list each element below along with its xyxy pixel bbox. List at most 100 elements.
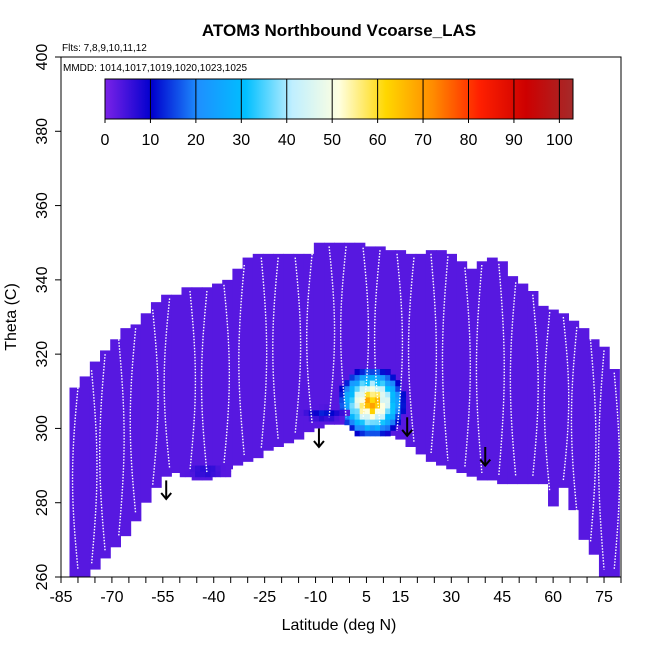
colorbar-tick-label-3: 30 xyxy=(232,132,250,149)
heatmap-column xyxy=(120,328,132,537)
y-axis: 260 280 300 320 340 360 380 400 xyxy=(34,44,62,591)
flight-track xyxy=(543,311,551,492)
down-arrow-icon xyxy=(160,480,172,501)
enhancement-cell-0 xyxy=(400,391,406,398)
heatmap-column xyxy=(415,253,427,455)
colorbar-ticks: 0 10 20 30 40 50 60 70 80 90 100 xyxy=(101,79,573,149)
enhancement-cell-1 xyxy=(215,465,222,472)
enhancement-cell-2 xyxy=(329,409,335,416)
enhancement-cell-0 xyxy=(380,385,386,392)
enhancement-cell-1 xyxy=(179,465,186,472)
enhancement-cell-0 xyxy=(364,396,371,403)
enhancement-cell-2 xyxy=(303,409,310,416)
enhancement-cell-0 xyxy=(359,385,366,392)
flight-track xyxy=(71,387,79,570)
enhancement-cell-0 xyxy=(390,413,396,420)
enhancement-cell-0 xyxy=(390,385,396,392)
enhancement-cell-0 xyxy=(400,402,406,409)
enhancement-cell-2 xyxy=(318,404,325,411)
enhancement-cell-0 xyxy=(380,380,386,387)
enhancement-cell-0 xyxy=(364,380,371,387)
enhancement-cell-2 xyxy=(344,409,350,416)
heatmap-column xyxy=(588,339,600,555)
heatmap-column xyxy=(537,305,549,485)
x-tick-label-6: 5 xyxy=(362,589,371,606)
heatmap-column xyxy=(283,253,295,444)
enhancement-cell-0 xyxy=(374,408,381,415)
enhancement-cell-2 xyxy=(318,409,325,416)
y-tick-label-0: 260 xyxy=(34,564,51,591)
heatmap-column xyxy=(79,376,91,577)
enhancement-cell-0 xyxy=(380,391,386,398)
heatmap-column xyxy=(436,250,447,466)
flight-tracks-layer xyxy=(71,246,621,570)
dates-note: MMDD: 1014,1017,1019,1020,1023,1025 xyxy=(63,63,247,74)
enhancement-cell-0 xyxy=(395,408,401,415)
enhancement-cell-0 xyxy=(339,391,345,398)
flight-track xyxy=(238,264,245,456)
enhancement-cell-0 xyxy=(354,369,361,376)
enhancement-cell-0 xyxy=(364,402,371,409)
enhancement-cell-0 xyxy=(369,374,376,381)
flight-track xyxy=(464,267,472,467)
heatmap-column xyxy=(334,242,345,425)
flight-track xyxy=(396,253,404,431)
colorbar-tick-label-4: 40 xyxy=(278,132,296,149)
enhancement-cell-0 xyxy=(349,396,356,403)
heatmap-column xyxy=(364,246,376,429)
enhancement-cell-1 xyxy=(210,471,216,478)
heatmap-column xyxy=(100,350,111,559)
enhancement-cell-0 xyxy=(369,391,376,398)
enhancement-cell-2 xyxy=(298,409,305,416)
heatmap-column xyxy=(598,346,610,577)
heatmap-column xyxy=(69,387,81,577)
x-tick-label-3: -40 xyxy=(202,589,225,606)
enhancement-cell-0 xyxy=(390,408,396,415)
enhancement-cell-0 xyxy=(344,391,350,398)
enhancement-cell-2 xyxy=(318,415,325,422)
x-tick-label-1: -70 xyxy=(100,589,123,606)
enhancement-cell-0 xyxy=(385,369,391,376)
heatmap-column xyxy=(222,279,233,470)
enhancement-cell-0 xyxy=(364,385,371,392)
enhancement-cell-0 xyxy=(385,374,391,381)
heatmap-column xyxy=(517,283,529,485)
enhancement-cell-0 xyxy=(374,374,381,381)
enhancement-cell-1 xyxy=(200,465,206,472)
enhancement-cell-0 xyxy=(374,413,381,420)
enhancement-cell-2 xyxy=(339,409,345,416)
enhancement-cell-2 xyxy=(303,415,310,422)
enhancement-cell-0 xyxy=(344,413,350,420)
heatmap-column xyxy=(293,253,305,440)
enhancement-cell-0 xyxy=(385,391,391,398)
enhancement-cell-0 xyxy=(364,369,371,376)
enhancement-cell-0 xyxy=(390,396,396,403)
enhancement-cell-2 xyxy=(329,404,335,411)
enhancement-cell-0 xyxy=(364,430,371,437)
enhancement-cell-0 xyxy=(390,374,396,381)
heatmap-column xyxy=(578,328,590,540)
arrow-markers-layer xyxy=(160,417,492,501)
enhancement-cell-2 xyxy=(334,409,340,416)
flight-track xyxy=(306,253,313,424)
enhancement-cell-1 xyxy=(189,471,196,478)
enhancement-cell-0 xyxy=(344,396,350,403)
enhancement-cell-1 xyxy=(195,471,201,478)
enhancement-cell-2 xyxy=(313,409,320,416)
enhancement-cell-0 xyxy=(385,424,391,431)
heatmap-column xyxy=(558,313,569,488)
chart-title: ATOM3 Northbound Vcoarse_LAS xyxy=(202,21,476,40)
enhancement-cell-0 xyxy=(349,419,356,426)
enhancement-cell-0 xyxy=(359,419,366,426)
down-arrow-icon xyxy=(479,447,492,468)
enhancement-cell-0 xyxy=(354,419,361,426)
flight-track xyxy=(129,328,137,514)
enhancement-cell-0 xyxy=(359,391,366,398)
enhancement-cell-0 xyxy=(349,402,356,409)
enhancement-cell-0 xyxy=(380,419,386,426)
heatmap-column xyxy=(181,287,193,477)
colorbar-tick-label-8: 80 xyxy=(460,132,478,149)
enhancement-cell-1 xyxy=(205,471,211,478)
heatmap-column xyxy=(405,253,417,447)
